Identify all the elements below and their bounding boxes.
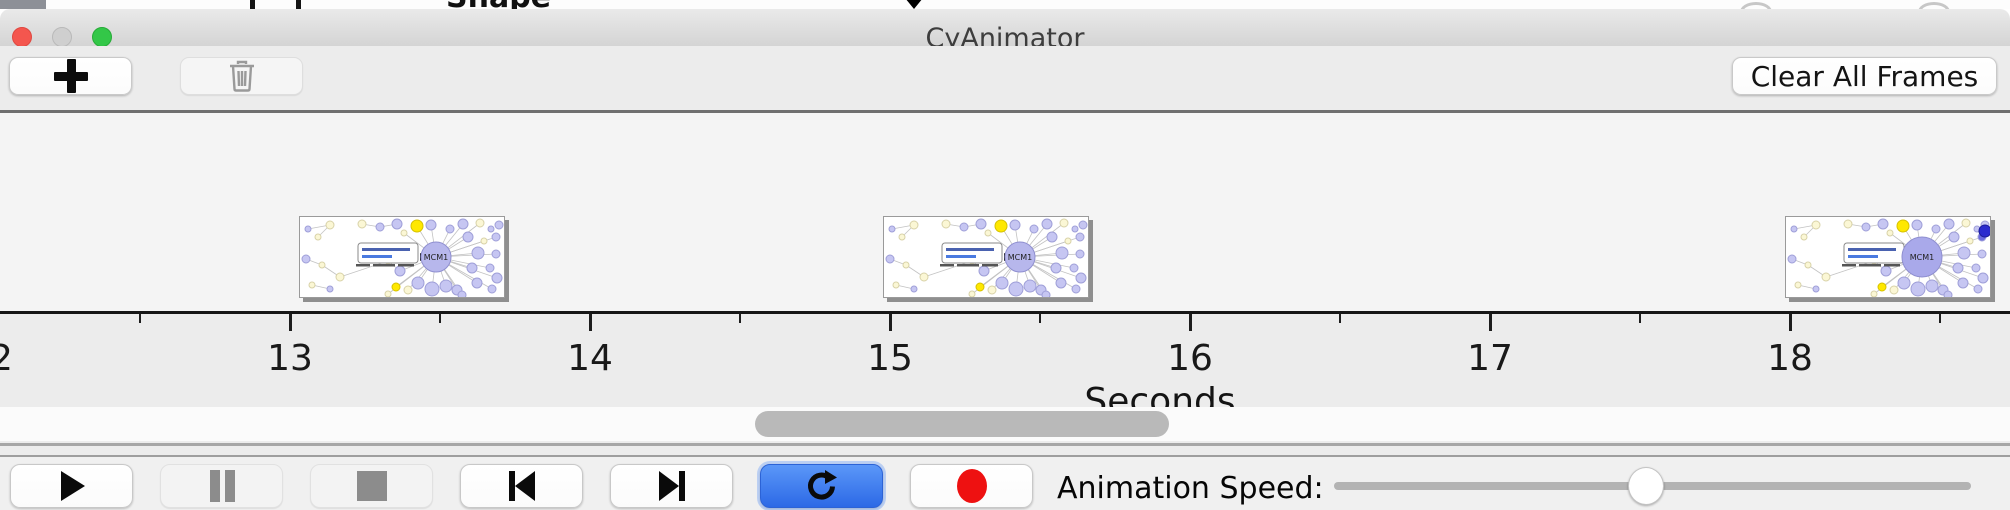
delete-frame-button xyxy=(180,57,303,95)
timeline-track[interactable]: MCM1 xyxy=(0,113,2010,311)
axis-minor-tick xyxy=(739,314,741,323)
axis-tick-label: 14 xyxy=(567,338,613,379)
axis-major-tick xyxy=(1789,314,1792,331)
frame-thumbnail[interactable]: MCM1 xyxy=(883,216,1089,298)
skip-to-end-icon xyxy=(658,471,685,501)
play-button[interactable] xyxy=(10,464,133,508)
skip-to-end-button[interactable] xyxy=(610,464,733,508)
mouse-cursor-fragment xyxy=(905,0,923,9)
animation-speed-slider-knob[interactable] xyxy=(1628,467,1665,505)
central-node-label: MCM1 xyxy=(1008,253,1032,262)
record-icon xyxy=(956,469,987,503)
axis-minor-tick xyxy=(1939,314,1941,323)
network-thumbnail-image: MCM1 xyxy=(1787,218,1990,297)
axis-major-tick xyxy=(1489,314,1492,331)
axis-major-tick xyxy=(289,314,292,331)
axis-minor-tick xyxy=(139,314,141,323)
background-shape-label: Shape xyxy=(446,0,551,9)
background-fragment xyxy=(296,0,301,9)
frame-thumbnail[interactable]: MCM1 xyxy=(1785,216,1991,298)
add-frame-button[interactable] xyxy=(9,57,132,95)
axis-tick-label: 17 xyxy=(1467,338,1513,379)
background-fragment xyxy=(250,0,255,9)
record-button[interactable] xyxy=(910,464,1033,508)
transport-bar: Animation Speed: xyxy=(0,455,2010,510)
axis-major-tick xyxy=(889,314,892,331)
axis-minor-tick xyxy=(1339,314,1341,323)
network-thumbnail-image: MCM1 xyxy=(885,218,1088,297)
pause-button xyxy=(160,464,283,508)
background-fragment xyxy=(0,0,46,9)
background-fragment xyxy=(1918,2,1950,9)
pause-icon xyxy=(209,470,235,502)
loop-button[interactable] xyxy=(760,464,883,508)
background-app-sliver: Shape xyxy=(0,0,2010,9)
axis-tick-label: 12 xyxy=(0,338,13,379)
background-fragment xyxy=(1740,2,1772,9)
plus-icon xyxy=(53,59,88,93)
title-bar: CyAnimator xyxy=(0,9,2010,54)
central-node-label: MCM1 xyxy=(424,253,448,262)
skip-to-start-icon xyxy=(508,471,535,501)
trash-icon xyxy=(229,60,254,92)
axis-tick-label: 13 xyxy=(267,338,313,379)
skip-to-start-button[interactable] xyxy=(460,464,583,508)
animation-speed-label: Animation Speed: xyxy=(1057,471,1324,506)
timeline-scrollbar-thumb[interactable] xyxy=(755,411,1169,437)
axis-tick-label: 15 xyxy=(867,338,913,379)
loop-icon xyxy=(807,470,837,500)
network-thumbnail-image: MCM1 xyxy=(301,218,504,297)
timeline-panel: MCM1 xyxy=(0,113,2010,446)
axis-tick-label: 18 xyxy=(1767,338,1813,379)
timeline-ruler: 12 13 14 15 16 17 18 xyxy=(0,314,2010,434)
stop-icon xyxy=(356,471,387,501)
axis-minor-tick xyxy=(1039,314,1041,323)
axis-minor-tick xyxy=(1639,314,1641,323)
stop-button xyxy=(310,464,433,508)
frame-thumbnail[interactable]: MCM1 xyxy=(299,216,505,298)
axis-minor-tick xyxy=(439,314,441,323)
timeline-scrollbar-track[interactable] xyxy=(0,407,2010,441)
toolbar-divider xyxy=(0,110,2010,113)
axis-major-tick xyxy=(1189,314,1192,331)
play-icon xyxy=(60,471,85,501)
central-node-label: MCM1 xyxy=(1910,253,1934,262)
axis-tick-label: 16 xyxy=(1167,338,1213,379)
frame-toolbar: Clear All Frames xyxy=(0,46,2010,110)
clear-all-frames-button[interactable]: Clear All Frames xyxy=(1732,57,1997,95)
timeline-axis-line xyxy=(0,311,2010,314)
panel-gap xyxy=(0,446,2010,455)
axis-major-tick xyxy=(589,314,592,331)
